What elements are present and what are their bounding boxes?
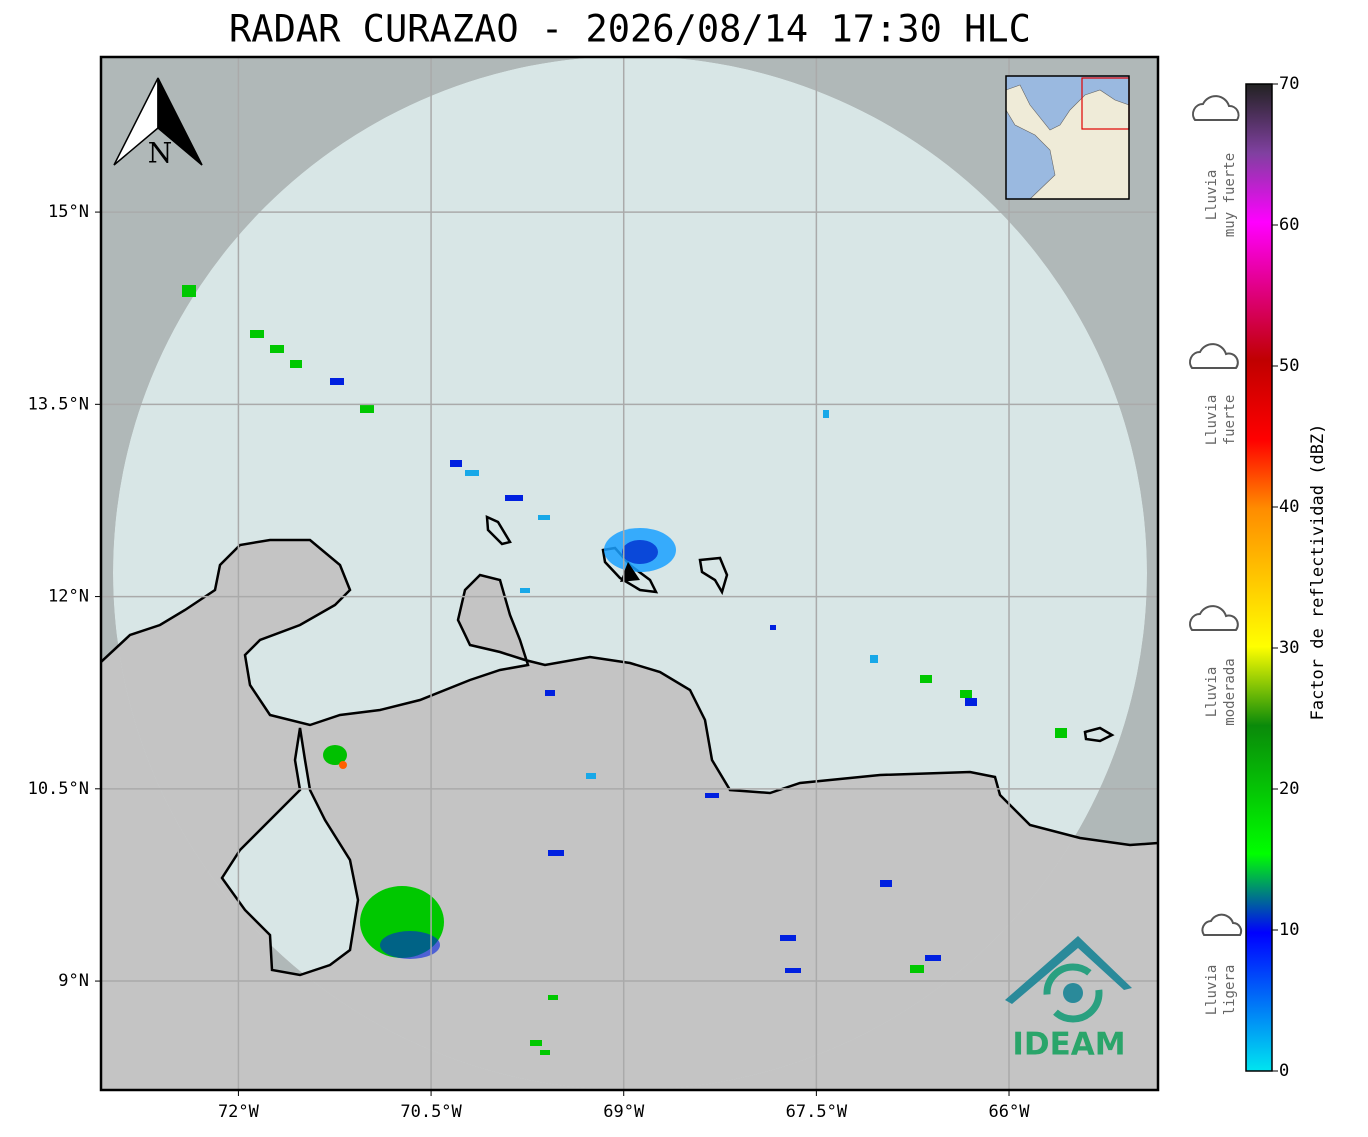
legend-label: ligera xyxy=(1222,965,1238,1016)
grid xyxy=(101,57,1158,1090)
legend-label: fuerte xyxy=(1222,395,1238,446)
x-tick-label: 70.5°W xyxy=(400,1102,462,1122)
y-tick-label: 12°N xyxy=(48,587,89,607)
map-frame xyxy=(99,55,1160,1092)
legend-label: Lluvia xyxy=(1204,965,1220,1016)
colorbar xyxy=(1245,83,1273,1072)
colorbar-tick-label: 50 xyxy=(1279,356,1299,376)
logo-text: IDEAM xyxy=(1012,1027,1125,1063)
colorbar-tick-label: 30 xyxy=(1279,638,1299,658)
legend-icons xyxy=(1189,95,1243,936)
north-arrow: N xyxy=(113,77,203,170)
colorbar-label: Factor de reflectividad (dBZ) xyxy=(1308,424,1328,721)
colorbar-tick-label: 0 xyxy=(1279,1061,1289,1081)
y-tick-label: 15°N xyxy=(48,202,89,222)
radar-site xyxy=(620,562,640,582)
colorbar-tick-label: 60 xyxy=(1279,215,1299,235)
x-tick-label: 72°W xyxy=(218,1102,260,1122)
inset-map xyxy=(1005,75,1130,200)
x-tick-label: 67.5°W xyxy=(786,1102,848,1122)
colorbar-tick-label: 20 xyxy=(1279,779,1299,799)
legend-label: muy fuerte xyxy=(1222,153,1238,237)
legend-label: Lluvia xyxy=(1204,667,1220,718)
legend-label: Lluvia xyxy=(1204,170,1220,221)
legend-label: Lluvia xyxy=(1204,395,1220,446)
y-tick-label: 10.5°N xyxy=(28,779,89,799)
y-tick-label: 9°N xyxy=(58,971,89,991)
legend-label: moderada xyxy=(1222,658,1238,725)
coastline xyxy=(101,514,1158,977)
title: RADAR CURAZAO - 2026/08/14 17:30 HLC xyxy=(229,8,1031,51)
colorbar-tick-label: 70 xyxy=(1279,74,1299,94)
map-area xyxy=(101,57,1158,1090)
colorbar-tick-label: 40 xyxy=(1279,497,1299,517)
colorbar-tick-label: 10 xyxy=(1279,920,1299,940)
logo: IDEAM xyxy=(1005,936,1132,1063)
lake xyxy=(222,728,358,975)
north-label: N xyxy=(148,137,173,170)
x-tick-label: 69°W xyxy=(603,1102,645,1122)
y-tick-label: 13.5°N xyxy=(28,394,89,414)
echoes xyxy=(182,285,1067,1055)
x-tick-label: 66°W xyxy=(989,1102,1031,1122)
